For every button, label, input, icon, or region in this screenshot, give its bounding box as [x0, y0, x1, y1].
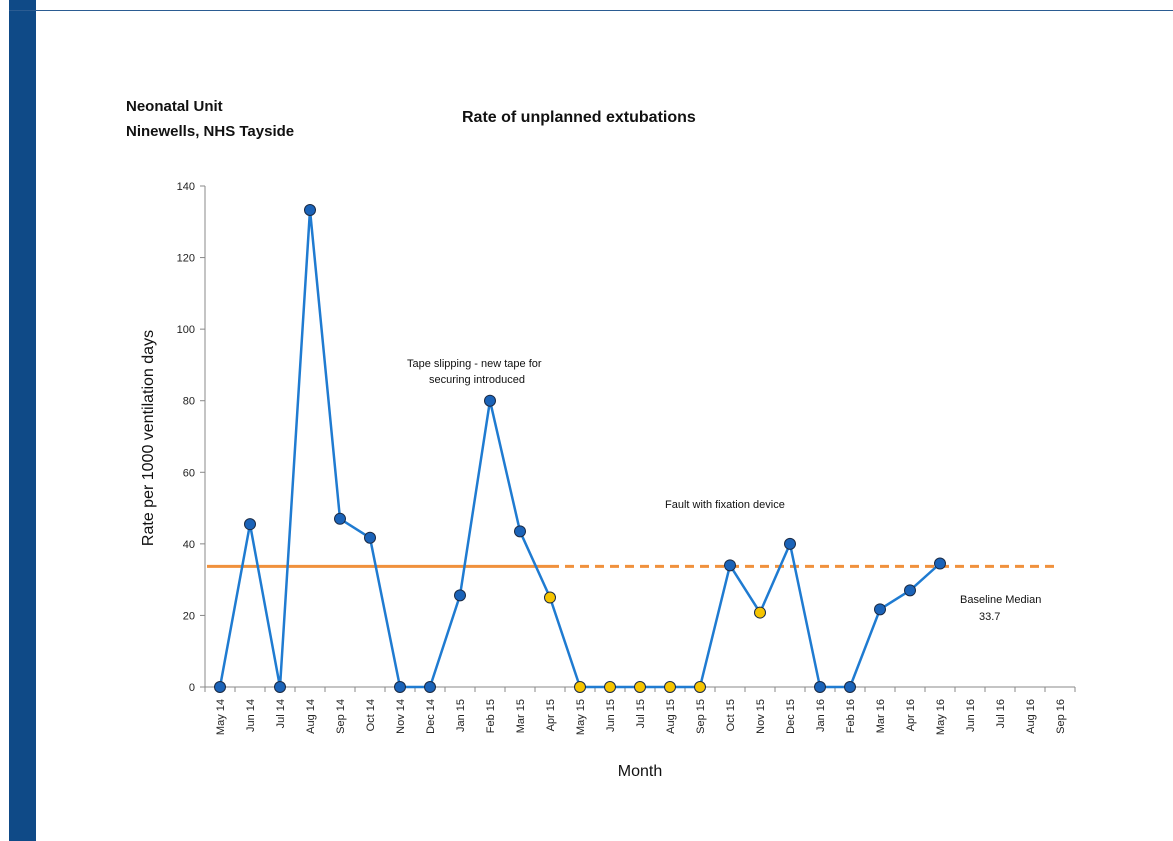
x-tick-label: Mar 16: [875, 699, 887, 733]
data-point: [334, 512, 346, 525]
x-tick-label: Sep 15: [695, 699, 707, 734]
data-point: [484, 394, 496, 407]
x-tick-label: Oct 14: [365, 699, 377, 731]
data-point-highlighted: [574, 681, 586, 693]
data-point: [874, 603, 886, 616]
x-tick-label: Aug 16: [1025, 699, 1037, 734]
data-point-highlighted: [754, 606, 766, 619]
x-tick-label: Sep 16: [1055, 699, 1067, 734]
y-axis-title: Rate per 1000 ventilation days: [140, 330, 157, 546]
x-tick-label: Nov 14: [395, 699, 407, 734]
data-point: [724, 559, 736, 572]
x-tick-label: Jul 15: [635, 699, 647, 728]
x-tick-label: Jan 15: [455, 699, 467, 732]
chart-axes: 0 20 40 60 80 100 120 140 May 14 Jun 14 Jul 14 Aug …: [177, 181, 1076, 735]
x-tick-label: Apr 15: [545, 699, 557, 731]
organization-line-2: Ninewells, NHS Tayside: [126, 123, 295, 140]
y-tick-label: 80: [183, 396, 195, 408]
data-point: [394, 681, 406, 693]
data-point: [454, 589, 466, 602]
data-point: [304, 203, 316, 216]
y-tick-label: 40: [183, 539, 195, 551]
data-point-highlighted: [634, 681, 646, 693]
data-point: [364, 531, 376, 544]
x-tick-label: Jun 14: [245, 699, 257, 732]
x-tick-label: Jan 16: [815, 699, 827, 732]
y-tick-label: 20: [183, 610, 195, 622]
data-point-highlighted: [664, 681, 676, 693]
x-tick-label: Nov 15: [755, 699, 767, 734]
x-tick-label: May 16: [935, 699, 947, 735]
data-point: [244, 518, 256, 531]
top-rule-divider: [9, 10, 1173, 11]
data-point-highlighted: [694, 681, 706, 693]
data-point: [514, 525, 526, 538]
data-point: [904, 584, 916, 597]
data-point: [934, 557, 946, 570]
data-point-highlighted: [604, 681, 616, 693]
y-tick-label: 60: [183, 467, 195, 479]
y-tick-label: 100: [177, 324, 195, 336]
series-line: [218, 208, 941, 689]
x-tick-label: Oct 15: [725, 699, 737, 731]
x-tick-label: Feb 16: [845, 699, 857, 733]
annotation-fault: Fault with fixation device: [665, 499, 785, 511]
x-tick-label: May 15: [575, 699, 587, 735]
data-point: [424, 681, 436, 693]
x-tick-label: Mar 15: [515, 699, 527, 733]
x-tick-label: Feb 15: [485, 699, 497, 733]
x-tick-label: Jun 16: [965, 699, 977, 732]
y-tick-label: 140: [177, 181, 195, 193]
x-axis-title: Month: [618, 763, 662, 780]
chart-labels-layer: Rate per 1000 ventilation days Month Tap…: [140, 330, 1041, 780]
x-tick-label: Sep 14: [335, 699, 347, 734]
median-label-line-1: Baseline Median: [960, 594, 1041, 606]
x-tick-label: Aug 15: [665, 699, 677, 734]
x-tick-label: Jul 14: [275, 699, 287, 728]
x-tick-label: Aug 14: [305, 699, 317, 734]
brand-sidebar-bar: [9, 0, 36, 841]
data-series-layer: [214, 203, 946, 693]
x-tick-label: Jul 16: [995, 699, 1007, 728]
median-label-line-2: 33.7: [979, 611, 1000, 623]
x-tick-label: Dec 14: [425, 699, 437, 734]
y-tick-label: 0: [189, 682, 195, 694]
organization-label: Neonatal Unit Ninewells, NHS Tayside: [126, 94, 294, 144]
chart-title: Rate of unplanned extubations: [462, 109, 696, 126]
organization-line-1: Neonatal Unit: [126, 98, 223, 115]
x-tick-label: Jun 15: [605, 699, 617, 732]
data-point: [784, 537, 796, 550]
annotation-tape-line-1: Tape slipping - new tape for: [407, 358, 542, 370]
annotation-tape-line-2: securing introduced: [429, 374, 525, 386]
x-tick-label: Dec 15: [785, 699, 797, 734]
data-point: [274, 681, 286, 693]
data-point-highlighted: [544, 591, 556, 604]
data-point: [814, 681, 826, 693]
x-tick-label: May 14: [215, 699, 227, 735]
x-tick-label: Apr 16: [905, 699, 917, 731]
y-tick-label: 120: [177, 253, 195, 265]
data-point: [844, 681, 856, 693]
data-point: [214, 681, 226, 693]
